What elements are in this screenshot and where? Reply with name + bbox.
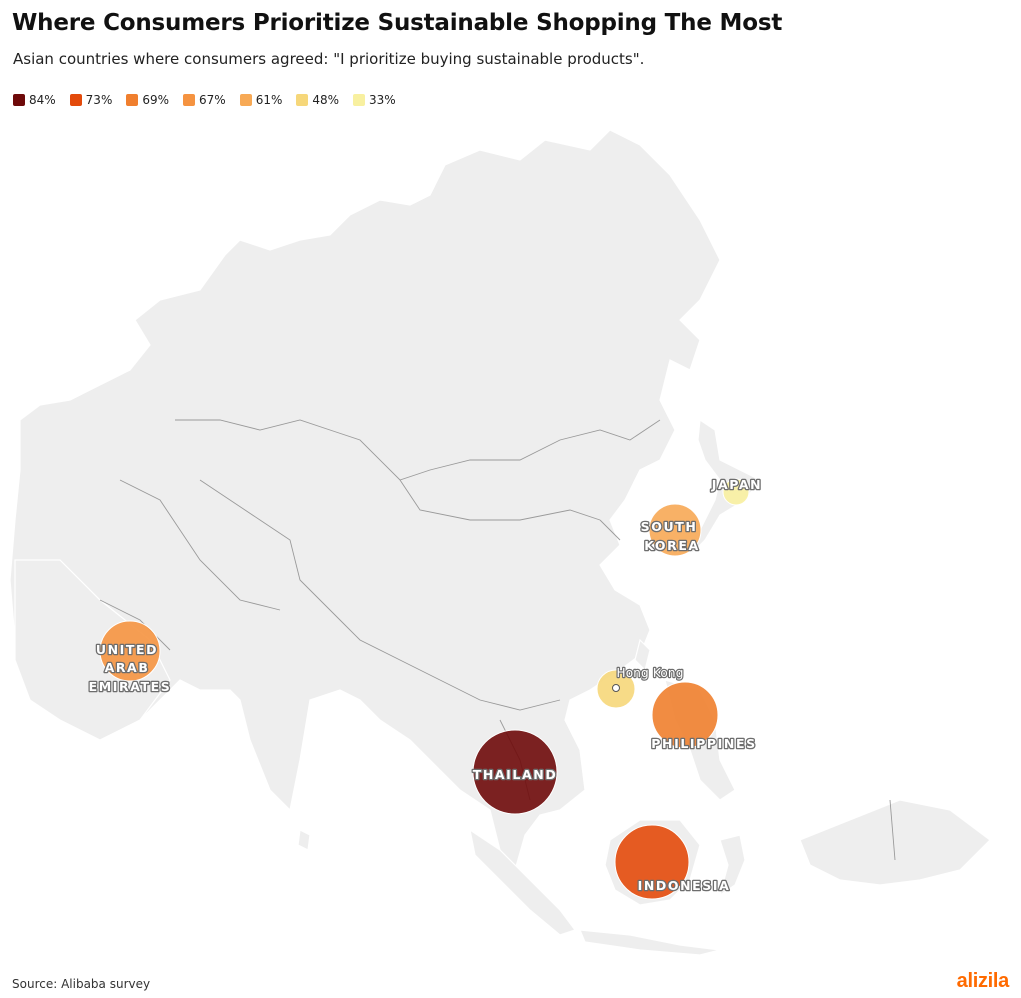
legend-item: 73% bbox=[69, 93, 113, 107]
legend-item: 61% bbox=[239, 93, 283, 107]
land-taiwan bbox=[634, 638, 651, 672]
label-south-korea: SOUTH KOREA bbox=[641, 519, 704, 553]
chart-title: Where Consumers Prioritize Sustainable S… bbox=[12, 10, 783, 36]
legend-swatch bbox=[353, 94, 366, 106]
border-line bbox=[199, 479, 441, 681]
map[interactable]: THAILAND INDONESIA PHILIPPINES UNITED AR… bbox=[0, 120, 1021, 970]
label-line: KOREA bbox=[644, 538, 700, 553]
label-philippines: PHILIPPINES bbox=[651, 736, 756, 751]
label-line: Hong Kong bbox=[616, 666, 683, 680]
bubble-indonesia[interactable] bbox=[614, 824, 690, 900]
legend-swatch bbox=[239, 94, 252, 106]
label-indonesia: INDONESIA bbox=[638, 878, 731, 893]
land-asia bbox=[9, 129, 721, 872]
border-line bbox=[175, 419, 661, 481]
data-bubbles bbox=[99, 478, 750, 900]
label-line: JAPAN bbox=[711, 477, 762, 492]
bubble-thailand[interactable] bbox=[472, 729, 558, 815]
label-line: PHILIPPINES bbox=[651, 736, 756, 751]
legend-item: 67% bbox=[183, 93, 226, 107]
label-line: INDONESIA bbox=[638, 878, 731, 893]
border-line bbox=[599, 519, 621, 541]
legend-label: 33% bbox=[369, 93, 396, 107]
label-line: SOUTH bbox=[641, 519, 698, 534]
bubble-south-korea[interactable] bbox=[648, 503, 702, 557]
legend-label: 84% bbox=[29, 93, 56, 107]
label-line: ARAB bbox=[105, 660, 150, 675]
land-arabia bbox=[14, 559, 171, 741]
legend-swatch bbox=[126, 94, 139, 106]
label-line: UNITED bbox=[96, 642, 158, 657]
brand-logo[interactable]: alizila bbox=[956, 970, 1010, 992]
border-line bbox=[99, 599, 171, 651]
border-line bbox=[399, 479, 601, 521]
land-sri-lanka bbox=[297, 829, 311, 851]
legend-label: 73% bbox=[85, 93, 113, 107]
label-line: EMIRATES bbox=[89, 679, 172, 694]
legend-label: 67% bbox=[199, 93, 226, 107]
border-line bbox=[889, 799, 896, 861]
hong-kong-marker bbox=[612, 684, 620, 692]
legend-item: 48% bbox=[296, 93, 339, 107]
map-svg: THAILAND INDONESIA PHILIPPINES UNITED AR… bbox=[9, 129, 991, 956]
legend: 84% 73% 69% 67% 61% 48% 33% bbox=[13, 93, 396, 107]
chart-subtitle: Asian countries where consumers agreed: … bbox=[13, 50, 645, 68]
basemap bbox=[9, 129, 991, 956]
legend-item: 69% bbox=[126, 93, 169, 107]
label-japan: JAPAN bbox=[711, 477, 762, 492]
land-sulawesi bbox=[719, 834, 746, 897]
legend-label: 69% bbox=[142, 93, 170, 107]
legend-swatch bbox=[13, 94, 25, 106]
land-new-guinea bbox=[799, 799, 991, 886]
legend-swatch bbox=[296, 94, 309, 106]
legend-swatch bbox=[183, 94, 196, 106]
border-line bbox=[439, 679, 561, 711]
land-java bbox=[579, 929, 721, 956]
label-hong-kong: Hong Kong bbox=[616, 666, 683, 680]
land-sumatra bbox=[469, 828, 576, 936]
legend-swatch bbox=[69, 94, 82, 106]
label-line: THAILAND bbox=[473, 767, 558, 782]
legend-label: 61% bbox=[255, 93, 283, 107]
legend-label: 48% bbox=[312, 93, 340, 107]
label-uae: UNITED ARAB EMIRATES bbox=[89, 642, 172, 694]
borders bbox=[99, 419, 896, 861]
border-line bbox=[119, 479, 281, 611]
bubble-uae[interactable] bbox=[99, 620, 161, 682]
bubble-philippines[interactable] bbox=[651, 681, 719, 749]
legend-item: 84% bbox=[13, 93, 56, 107]
legend-item: 33% bbox=[353, 93, 396, 107]
bubble-japan[interactable] bbox=[722, 478, 750, 506]
source-note: Source: Alibaba survey bbox=[12, 977, 151, 991]
country-labels: THAILAND INDONESIA PHILIPPINES UNITED AR… bbox=[87, 476, 762, 895]
label-thailand: THAILAND bbox=[473, 767, 558, 782]
